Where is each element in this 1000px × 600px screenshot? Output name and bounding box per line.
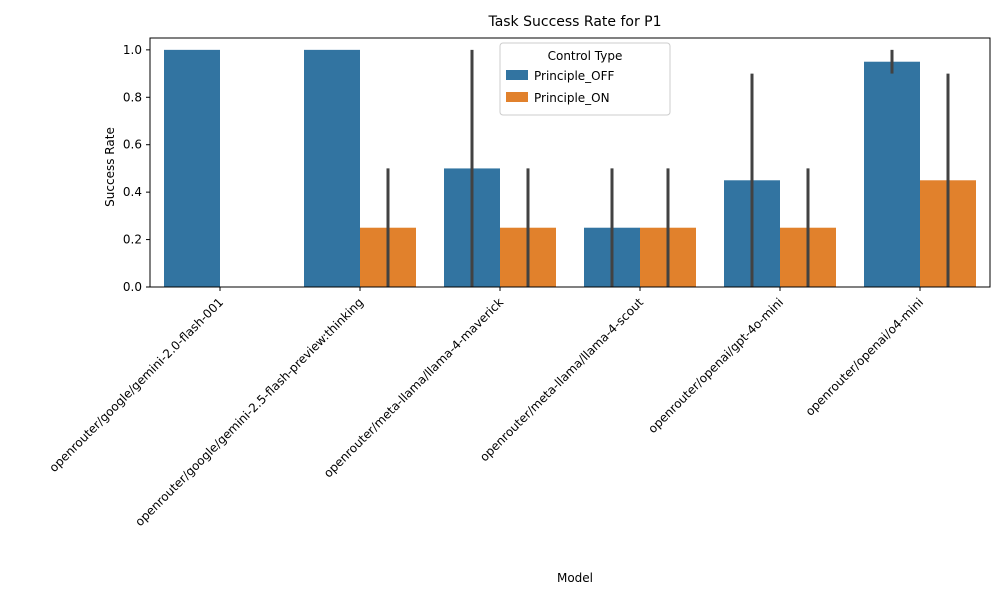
legend-swatch-principle-on (506, 92, 528, 102)
legend-label-principle-off: Principle_OFF (534, 69, 615, 83)
bar-principle-off (304, 49, 360, 287)
legend-label-principle-on: Principle_ON (534, 91, 610, 105)
legend-title: Control Type (548, 49, 623, 63)
y-tick-label: 0.0 (123, 280, 142, 294)
y-tick-label: 0.6 (123, 138, 142, 152)
legend-box (499, 42, 671, 116)
chart-title: Task Success Rate for P1 (487, 14, 661, 30)
bar-principle-off (864, 61, 920, 287)
y-axis-label: Success Rate (103, 127, 117, 207)
plot-frame (149, 37, 991, 288)
y-tick-label: 0.8 (123, 90, 142, 104)
y-tick-label: 0.2 (123, 233, 142, 247)
x-axis-label: Model (557, 571, 593, 585)
y-tick-label: 0.4 (123, 185, 142, 199)
y-tick-label: 1.0 (123, 43, 142, 57)
legend-swatch-principle-off (506, 70, 528, 80)
legend: Control Type Principle_OFF Principle_ON (499, 42, 671, 116)
bar-principle-off (164, 49, 220, 287)
